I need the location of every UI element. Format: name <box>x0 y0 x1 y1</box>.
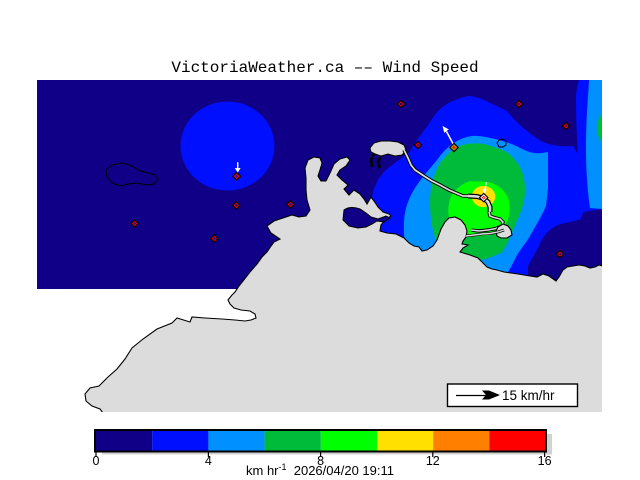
svg-text:4: 4 <box>205 454 212 468</box>
svg-text:VictoriaWeather.ca –– Wind Spe: VictoriaWeather.ca –– Wind Speed <box>171 59 478 77</box>
svg-text:16: 16 <box>538 454 552 468</box>
svg-text:8: 8 <box>317 454 324 468</box>
svg-text:km hr-1 2026/04/20 19:11: km hr-1 2026/04/20 19:11 <box>246 462 394 478</box>
svg-text:15 km/hr: 15 km/hr <box>502 388 555 403</box>
svg-text:12: 12 <box>426 454 440 468</box>
svg-text:0: 0 <box>93 454 100 468</box>
